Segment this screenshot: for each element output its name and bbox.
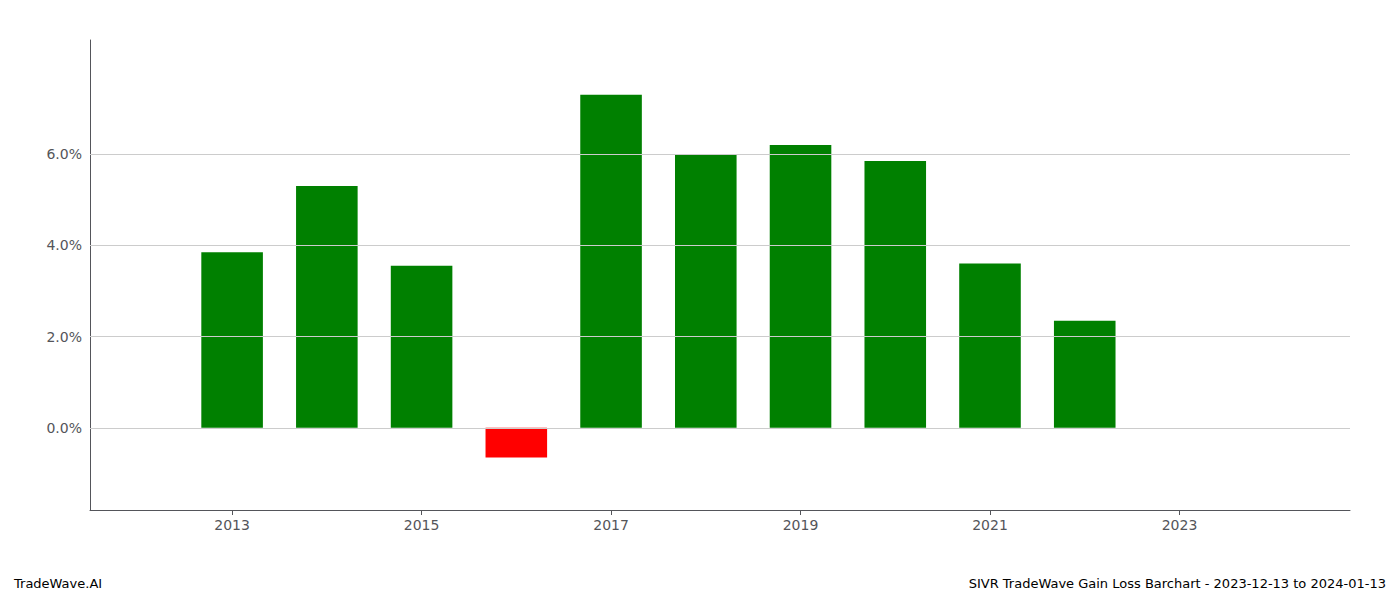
svg-text:2017: 2017 <box>593 517 629 533</box>
svg-text:TradeWave.AI: TradeWave.AI <box>13 576 102 591</box>
svg-text:2019: 2019 <box>783 517 819 533</box>
svg-text:2023: 2023 <box>1162 517 1198 533</box>
svg-text:2015: 2015 <box>404 517 440 533</box>
svg-text:SIVR TradeWave Gain Loss Barch: SIVR TradeWave Gain Loss Barchart - 2023… <box>969 576 1386 591</box>
svg-text:2013: 2013 <box>214 517 250 533</box>
svg-text:0.0%: 0.0% <box>46 420 82 436</box>
svg-text:6.0%: 6.0% <box>46 146 82 162</box>
svg-text:4.0%: 4.0% <box>46 237 82 253</box>
svg-text:2021: 2021 <box>972 517 1008 533</box>
svg-text:2.0%: 2.0% <box>46 329 82 345</box>
